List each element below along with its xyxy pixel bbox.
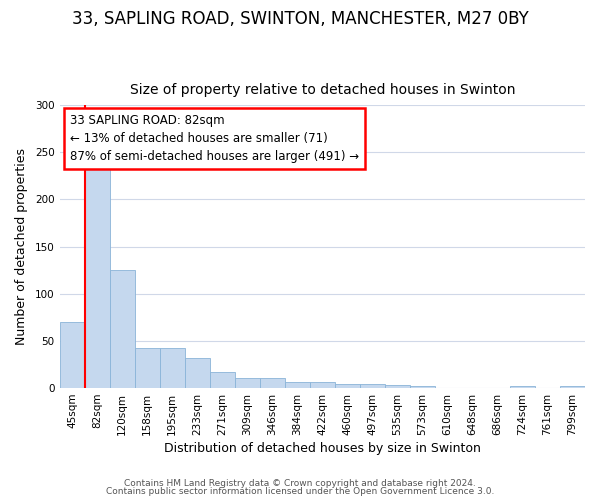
Title: Size of property relative to detached houses in Swinton: Size of property relative to detached ho… (130, 83, 515, 97)
Text: Contains HM Land Registry data © Crown copyright and database right 2024.: Contains HM Land Registry data © Crown c… (124, 478, 476, 488)
Bar (285, 382, 310, 388)
Bar (410, 386, 435, 388)
Text: 33 SAPLING ROAD: 82sqm
← 13% of detached houses are smaller (71)
87% of semi-det: 33 SAPLING ROAD: 82sqm ← 13% of detached… (70, 114, 359, 162)
Bar (185, 358, 209, 388)
Bar (335, 384, 360, 388)
Bar (235, 378, 260, 388)
Bar (510, 386, 535, 388)
Y-axis label: Number of detached properties: Number of detached properties (15, 148, 28, 345)
Bar (260, 378, 285, 388)
Bar (360, 384, 385, 388)
Text: 33, SAPLING ROAD, SWINTON, MANCHESTER, M27 0BY: 33, SAPLING ROAD, SWINTON, MANCHESTER, M… (71, 10, 529, 28)
Bar (134, 348, 160, 388)
Bar (85, 164, 110, 388)
Bar (310, 382, 335, 388)
Bar (110, 270, 134, 388)
X-axis label: Distribution of detached houses by size in Swinton: Distribution of detached houses by size … (164, 442, 481, 455)
Bar (160, 348, 185, 388)
Bar (59, 322, 85, 388)
Bar (209, 372, 235, 388)
Text: Contains public sector information licensed under the Open Government Licence 3.: Contains public sector information licen… (106, 487, 494, 496)
Bar (385, 385, 410, 388)
Bar (560, 386, 585, 388)
